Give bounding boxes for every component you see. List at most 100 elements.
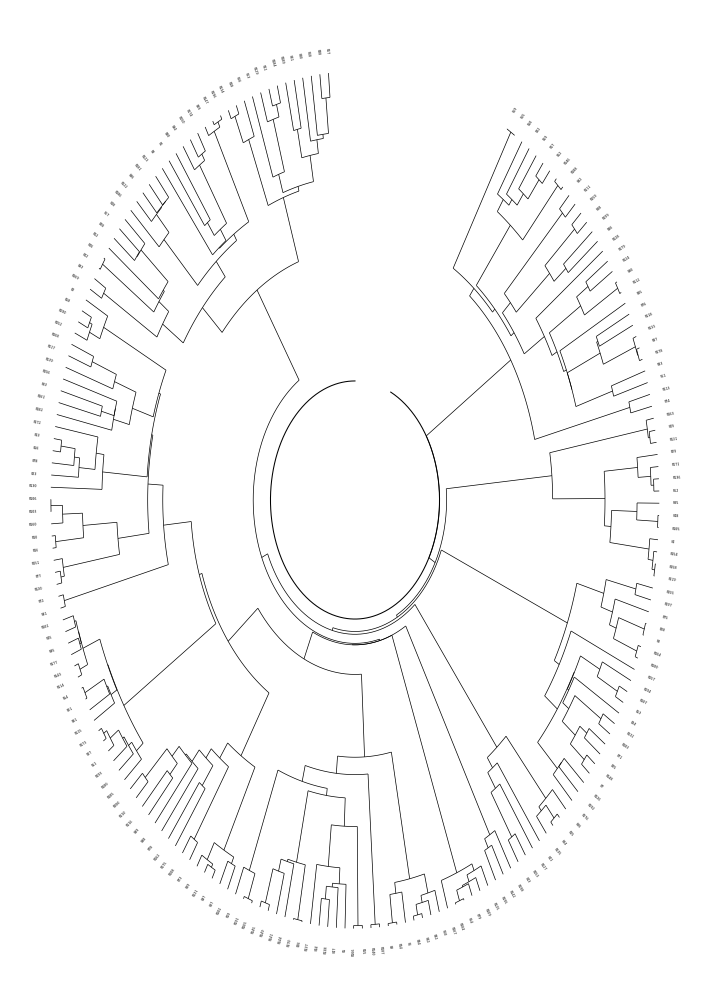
Text: V132: V132 — [625, 732, 635, 740]
Text: V116: V116 — [126, 819, 134, 828]
Text: V127: V127 — [539, 862, 547, 872]
Text: V143: V143 — [53, 672, 62, 679]
Text: V179: V179 — [618, 244, 627, 252]
Text: V195: V195 — [500, 896, 508, 905]
Text: V118: V118 — [645, 312, 654, 319]
Text: V12: V12 — [92, 231, 99, 238]
Text: V151: V151 — [32, 561, 40, 566]
Text: V48: V48 — [672, 514, 679, 518]
Text: V17: V17 — [550, 142, 557, 149]
Text: V4: V4 — [671, 540, 676, 544]
Text: V43: V43 — [524, 877, 530, 884]
Text: V36: V36 — [607, 224, 615, 231]
Text: V129: V129 — [252, 66, 258, 75]
Text: V1: V1 — [157, 141, 163, 147]
Text: V6: V6 — [405, 941, 410, 946]
Text: V144: V144 — [278, 935, 284, 944]
Text: V192: V192 — [586, 803, 596, 812]
Text: V176: V176 — [580, 812, 589, 821]
Text: V30: V30 — [163, 132, 170, 139]
Text: V136: V136 — [672, 475, 681, 480]
Text: V119: V119 — [667, 577, 677, 583]
Text: V54: V54 — [63, 695, 70, 701]
Text: V181: V181 — [133, 163, 141, 172]
Text: V184: V184 — [270, 59, 275, 68]
Text: V122: V122 — [119, 181, 129, 190]
Text: V84: V84 — [560, 839, 567, 846]
Text: V25: V25 — [610, 764, 617, 771]
Text: V77: V77 — [35, 574, 42, 579]
Text: V104: V104 — [459, 922, 465, 931]
Text: V52: V52 — [557, 150, 564, 157]
Text: V21: V21 — [67, 706, 75, 713]
Text: V88: V88 — [596, 204, 604, 211]
Text: V53: V53 — [634, 710, 642, 716]
Text: V145: V145 — [251, 925, 258, 934]
Text: V200: V200 — [113, 800, 121, 809]
Text: V152: V152 — [54, 320, 63, 327]
Text: V22: V22 — [535, 127, 542, 134]
Text: V81: V81 — [288, 55, 293, 62]
Text: V160: V160 — [29, 523, 38, 527]
Text: V51: V51 — [91, 761, 99, 768]
Text: V126: V126 — [593, 794, 601, 802]
Text: V166: V166 — [351, 948, 356, 956]
Text: V197: V197 — [664, 602, 673, 608]
Text: V85: V85 — [673, 501, 679, 505]
Text: V49: V49 — [668, 424, 675, 429]
Text: V10: V10 — [32, 536, 38, 540]
Text: V193: V193 — [95, 771, 104, 779]
Text: V74: V74 — [665, 399, 672, 404]
Text: V93: V93 — [77, 264, 84, 270]
Text: V157: V157 — [646, 675, 655, 682]
Text: V109: V109 — [484, 907, 491, 917]
Text: V169: V169 — [70, 274, 80, 282]
Text: V148: V148 — [604, 774, 613, 782]
Text: V83: V83 — [41, 382, 48, 388]
Text: V39: V39 — [194, 104, 200, 111]
Text: V95: V95 — [49, 648, 56, 654]
Text: V70: V70 — [148, 844, 155, 852]
Text: V69: V69 — [512, 106, 519, 113]
Text: V33: V33 — [657, 361, 665, 367]
Text: V38: V38 — [315, 49, 320, 56]
Text: V56: V56 — [33, 446, 40, 450]
Text: V156: V156 — [41, 369, 50, 375]
Text: V180: V180 — [101, 781, 110, 789]
Text: V14: V14 — [397, 943, 402, 950]
Text: V20: V20 — [97, 221, 104, 228]
Text: V190: V190 — [58, 309, 67, 316]
Text: V2: V2 — [70, 287, 75, 293]
Text: V18: V18 — [226, 81, 233, 89]
Text: V113: V113 — [662, 386, 672, 392]
Text: V8: V8 — [656, 639, 661, 644]
Text: V78: V78 — [32, 459, 38, 463]
Text: V29: V29 — [671, 450, 677, 454]
Text: V41: V41 — [546, 855, 553, 862]
Text: V15: V15 — [567, 830, 574, 838]
Text: V7: V7 — [599, 784, 604, 790]
Text: V171: V171 — [672, 462, 680, 467]
Text: V64: V64 — [467, 917, 473, 925]
Text: V177: V177 — [50, 660, 60, 666]
Text: V90: V90 — [628, 267, 635, 274]
Text: V24: V24 — [630, 721, 638, 728]
Text: V91: V91 — [40, 611, 48, 617]
Text: V62: V62 — [672, 488, 679, 493]
Text: V114: V114 — [57, 683, 67, 690]
Text: V92: V92 — [577, 176, 584, 183]
Text: V173: V173 — [79, 739, 88, 747]
Text: V106: V106 — [28, 497, 37, 501]
Text: V107: V107 — [638, 698, 648, 706]
Text: V123: V123 — [140, 154, 148, 163]
Text: V68: V68 — [307, 50, 311, 57]
Text: V3: V3 — [150, 149, 155, 155]
Text: V66: V66 — [235, 76, 241, 84]
Text: V194: V194 — [643, 687, 652, 694]
Text: V23: V23 — [31, 472, 38, 476]
Text: V121: V121 — [670, 437, 679, 442]
Text: V102: V102 — [217, 906, 224, 915]
Text: V61: V61 — [660, 374, 667, 379]
Text: V57: V57 — [324, 48, 329, 54]
Text: V72: V72 — [38, 599, 45, 604]
